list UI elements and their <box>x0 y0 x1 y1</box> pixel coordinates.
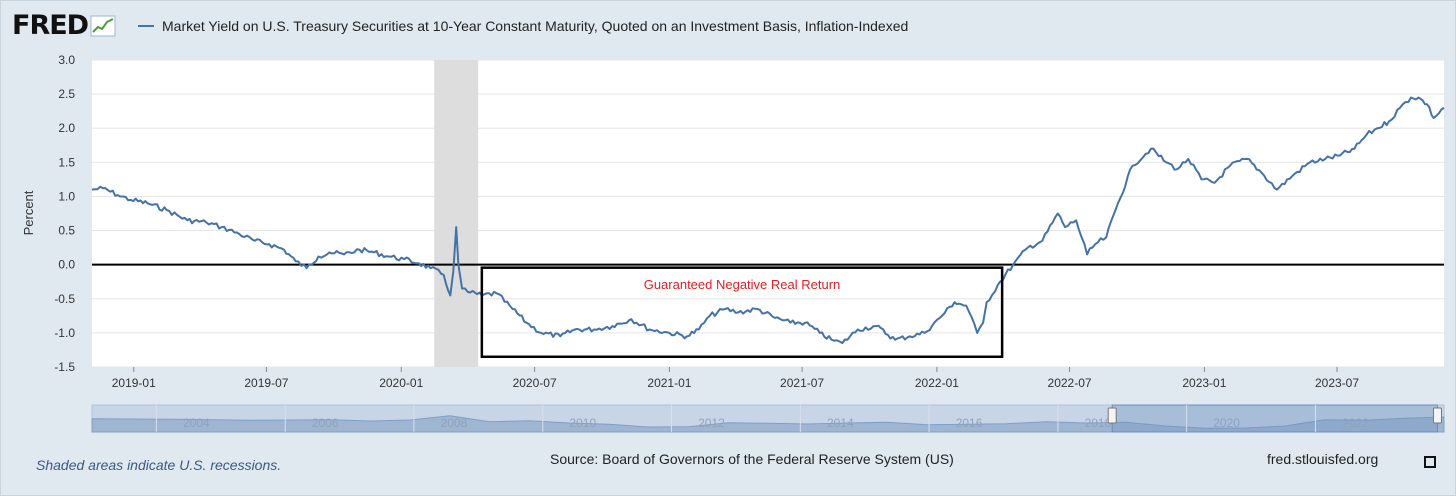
y-axis-tick-labels: 3.0 2.5 2.0 1.5 1.0 0.5 0.0 -0.5 -1.0 -1.5 <box>54 53 75 374</box>
y-tick-label: 0.5 <box>58 224 75 238</box>
y-tick-label: -1.0 <box>54 326 75 340</box>
x-tick-label: 2019-01 <box>112 376 156 390</box>
y-tick-label: 1.0 <box>58 189 75 203</box>
x-tick-label: 2021-07 <box>780 376 824 390</box>
x-tick-label: 2020-01 <box>379 376 423 390</box>
y-tick-label: -1.5 <box>54 360 75 374</box>
x-tick-label: 2020-07 <box>513 376 557 390</box>
y-tick-label: 0.0 <box>58 258 75 272</box>
y-axis-label: Percent <box>21 190 36 235</box>
navigator-tick-label: 2004 <box>183 416 210 430</box>
x-tick-label: 2021-01 <box>647 376 691 390</box>
navigator-tick-label: 2016 <box>956 416 983 430</box>
navigator-tick-label: 2014 <box>827 416 854 430</box>
fred-logo-text: FRED <box>12 10 89 41</box>
legend-swatch <box>138 25 154 27</box>
navigator-tick-label: 2012 <box>698 416 725 430</box>
recession-band <box>434 60 479 367</box>
navigator-right-handle <box>1432 407 1442 424</box>
navigator-tick-labels: 2004 2006 2008 2010 2012 2014 2016 2018 2020 2022 <box>155 405 1369 432</box>
y-tick-label: -0.5 <box>54 292 75 306</box>
site-link[interactable]: fred.stlouisfed.org <box>1267 451 1379 467</box>
navigator-tick-label: 2018 <box>1085 416 1112 430</box>
x-tick-label: 2022-07 <box>1048 376 1092 390</box>
navigator: 2004 2006 2008 2010 2012 2014 2016 2018 2020 2022 <box>91 404 1445 433</box>
x-axis-tick-labels: 2019-01 2019-07 2020-01 2020-07 2021-01 2021-… <box>112 367 1359 390</box>
fullscreen-corner <box>1430 462 1436 468</box>
y-tick-label: 2.5 <box>58 87 75 101</box>
fullscreen-icon[interactable] <box>1424 456 1436 468</box>
annotation-box <box>480 266 1004 359</box>
navigator-left-handle <box>1107 407 1117 424</box>
navigator-tick-label: 2008 <box>441 416 468 430</box>
navigator-tick-label: 2022 <box>1342 416 1369 430</box>
series-line <box>91 96 1445 345</box>
fullscreen-corner <box>1424 462 1430 468</box>
navigator-series <box>91 415 1445 433</box>
fred-logo[interactable]: FRED <box>12 10 116 41</box>
navigator-selected-range <box>1111 404 1438 433</box>
source-text: Source: Board of Governors of the Federa… <box>550 451 954 467</box>
trend-line-icon <box>90 15 116 36</box>
legend-label: Market Yield on U.S. Treasury Securities… <box>162 18 909 34</box>
x-tick-label: 2023-01 <box>1182 376 1226 390</box>
y-tick-label: 1.5 <box>58 155 75 169</box>
x-tick-label: 2023-07 <box>1315 376 1359 390</box>
fullscreen-corner <box>1424 456 1430 462</box>
recession-note: Shaded areas indicate U.S. recessions. <box>36 457 282 473</box>
plot-background <box>92 60 1444 367</box>
annotation-text: Guaranteed Negative Real Return <box>644 277 841 292</box>
series-legend[interactable]: Market Yield on U.S. Treasury Securities… <box>138 18 908 34</box>
navigator-tick-label: 2010 <box>569 416 596 430</box>
navigator-tick-label: 2006 <box>312 416 339 430</box>
x-tick-label: 2022-01 <box>915 376 959 390</box>
x-tick-label: 2019-07 <box>244 376 288 390</box>
fullscreen-corner <box>1430 456 1436 462</box>
y-tick-label: 3.0 <box>58 53 75 67</box>
y-tick-label: 2.0 <box>58 121 75 135</box>
navigator-tick-label: 2020 <box>1213 416 1240 430</box>
